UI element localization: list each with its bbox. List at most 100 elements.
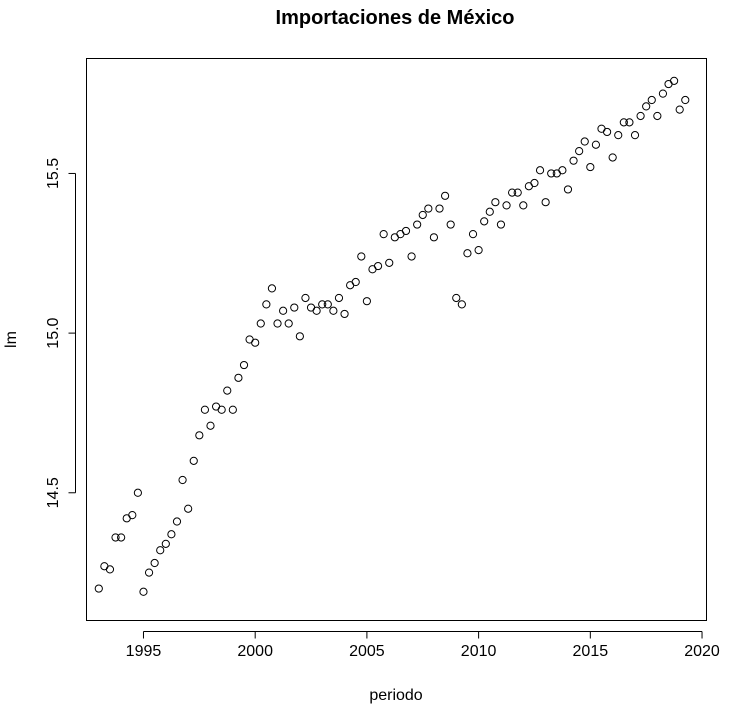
data-point — [485, 207, 494, 216]
data-point — [156, 546, 165, 555]
y-axis-label: lm — [3, 331, 20, 348]
data-point — [580, 137, 589, 146]
data-point — [318, 300, 327, 309]
data-point — [234, 373, 243, 382]
data-point — [474, 245, 483, 255]
data-point — [251, 338, 260, 347]
data-point — [642, 102, 651, 111]
data-point — [670, 76, 679, 85]
data-point — [619, 118, 628, 127]
x-tick-label: 2000 — [237, 643, 273, 660]
x-tick-label: 2005 — [349, 643, 385, 660]
data-point — [535, 166, 545, 175]
data-point — [658, 89, 668, 98]
data-point — [105, 565, 115, 574]
data-point — [172, 517, 182, 526]
y-tick-label: 15.0 — [45, 317, 62, 348]
data-point — [413, 220, 422, 229]
data-point — [379, 230, 388, 239]
data-point — [681, 95, 690, 105]
data-point — [675, 105, 684, 114]
x-tick-label: 2010 — [461, 643, 497, 660]
chart-title: Importaciones de México — [276, 7, 515, 29]
data-point — [139, 587, 148, 596]
data-point — [239, 360, 249, 370]
data-point — [189, 456, 198, 465]
data-point — [508, 188, 517, 197]
data-point — [429, 233, 439, 242]
data-point — [373, 261, 383, 271]
data-point — [144, 568, 154, 577]
data-point — [329, 306, 338, 315]
x-tick-label: 2020 — [684, 643, 720, 660]
data-point — [401, 226, 411, 236]
data-point — [586, 162, 595, 172]
data-point — [653, 111, 662, 121]
data-point — [117, 533, 126, 542]
data-point — [128, 511, 137, 520]
y-tick-label: 15.5 — [45, 158, 62, 189]
data-point — [463, 249, 472, 258]
data-point — [530, 178, 539, 188]
data-point — [636, 111, 645, 121]
data-point — [284, 319, 293, 328]
x-tick-label: 1995 — [126, 643, 162, 660]
data-point — [513, 188, 522, 197]
data-point — [547, 169, 556, 178]
data-point — [340, 309, 349, 319]
data-point — [195, 431, 204, 440]
x-tick-label: 2015 — [573, 643, 609, 660]
data-point — [357, 252, 366, 261]
data-point — [569, 156, 578, 165]
data-point — [418, 210, 427, 220]
data-point — [457, 300, 466, 309]
data-point — [407, 252, 416, 261]
data-point — [446, 220, 455, 229]
data-point — [111, 533, 120, 542]
data-point — [541, 198, 550, 207]
data-point — [256, 319, 265, 328]
data-point — [267, 284, 277, 293]
data-point — [223, 386, 232, 395]
data-points — [94, 76, 690, 596]
data-point — [262, 300, 271, 309]
data-point — [228, 405, 237, 414]
data-point — [435, 204, 444, 213]
data-point — [630, 131, 640, 140]
data-point — [647, 95, 656, 105]
data-point — [385, 258, 394, 267]
data-point — [614, 131, 623, 140]
x-axis: 1995 2000 2005 2010 2015 2020 — [126, 631, 720, 660]
data-point — [563, 185, 573, 194]
data-point — [217, 405, 226, 414]
data-point — [362, 297, 371, 306]
data-point — [94, 584, 103, 593]
data-point — [440, 191, 450, 200]
data-point — [150, 558, 159, 568]
data-point — [178, 475, 187, 485]
data-point — [468, 230, 478, 239]
data-point — [273, 319, 282, 328]
y-axis: 14.5 15.0 15.5 — [45, 158, 76, 508]
data-point — [351, 277, 360, 287]
plot-frame — [86, 58, 707, 621]
data-point — [334, 293, 344, 303]
data-point — [184, 504, 193, 513]
data-point — [480, 217, 489, 226]
data-point — [206, 421, 215, 430]
data-point — [602, 127, 612, 137]
data-point — [452, 293, 461, 303]
data-point — [301, 293, 310, 303]
data-point — [424, 204, 433, 213]
data-point — [200, 405, 210, 414]
data-point — [608, 153, 617, 162]
data-point — [519, 201, 528, 210]
data-point — [161, 539, 170, 548]
data-point — [625, 118, 634, 127]
data-point — [575, 147, 584, 156]
data-point — [295, 332, 304, 341]
data-point — [290, 303, 299, 312]
data-point — [133, 488, 142, 497]
